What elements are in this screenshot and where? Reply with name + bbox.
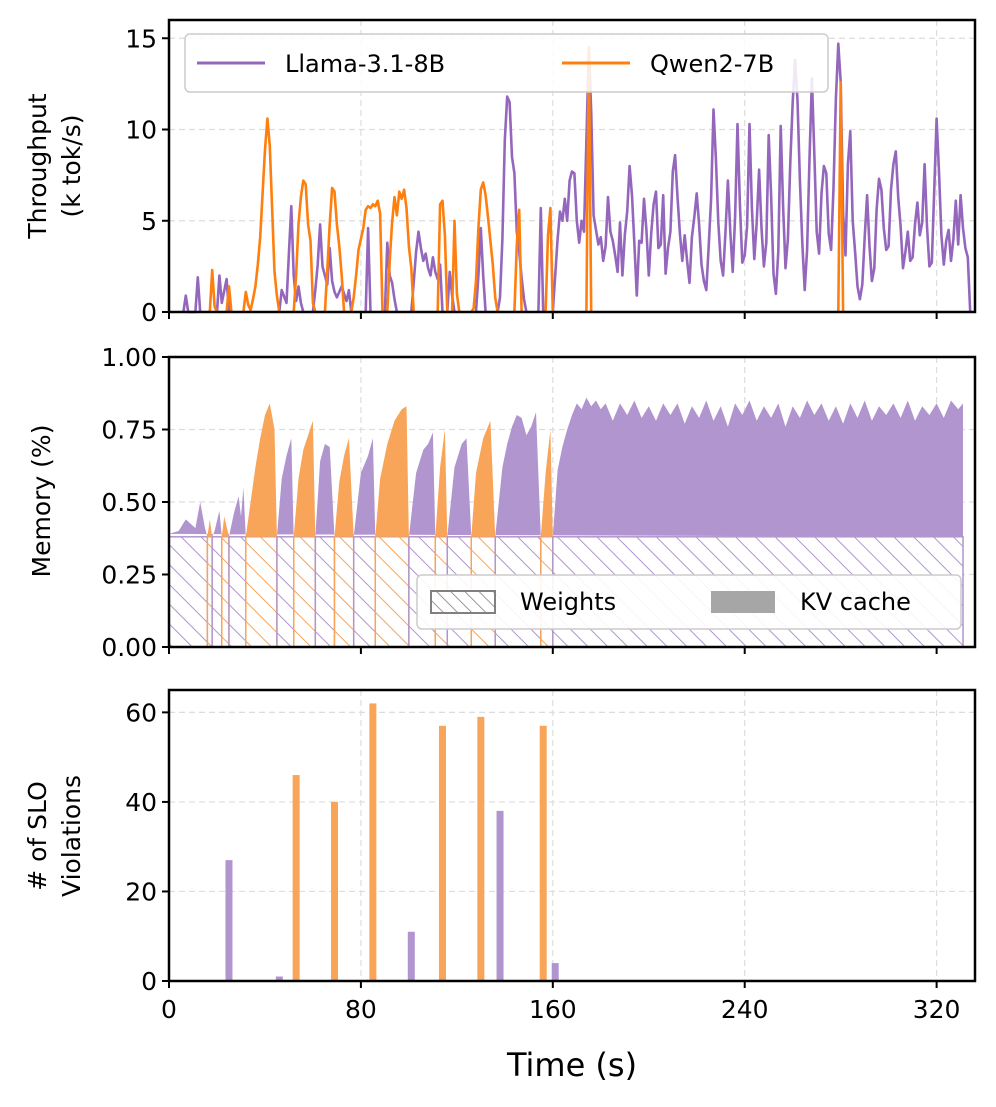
throughput-frame [167, 18, 977, 314]
qwen2-throughput-line [208, 268, 219, 313]
qwen-slo-bar [369, 703, 377, 981]
llama-throughput-line [182, 276, 202, 314]
x-tick-label: 0 [161, 995, 177, 1024]
slo-frame [167, 688, 977, 983]
throughput-ylabel-line2: (k tok/s) [57, 115, 86, 218]
throughput-ytick-label: 10 [125, 116, 157, 145]
llama-slo-bar [275, 976, 283, 981]
slo-panel: 0 20 40 60 0 80 160 240 320 # of SLO Violations [23, 688, 977, 1024]
legend-llama-label: Llama-3.1-8B [285, 50, 445, 78]
throughput-legend: Llama-3.1-8B Qwen2-7B [184, 33, 829, 93]
qwen-weights-block [221, 536, 230, 648]
qwen2-throughput-line [225, 285, 233, 313]
qwen-slo-bar [438, 725, 446, 981]
qwen-slo-bar [292, 775, 300, 981]
x-tick-label: 80 [345, 995, 377, 1024]
slo-grid [169, 690, 975, 982]
qwen2-throughput-line [323, 186, 346, 313]
qwen-weights-block [333, 536, 355, 648]
qwen2-throughput-line [242, 117, 281, 313]
qwen-weights-block [245, 536, 278, 648]
legend-qwen-label: Qwen2-7B [650, 50, 774, 78]
throughput-ytick-label: 0 [141, 298, 157, 327]
memory-axes: 0.00 0.25 0.50 0.75 1.00 [101, 343, 977, 662]
qwen2-throughput-line [837, 80, 845, 313]
qwen2-throughput-line [436, 199, 449, 313]
qwen2-throughput-line [350, 199, 384, 313]
x-tick-label: 240 [721, 995, 769, 1024]
llama-throughput-line [278, 204, 305, 313]
memory-ylabel: Memory (%) [27, 425, 56, 578]
llama-weights-block [168, 536, 209, 648]
qwen2-throughput-line [386, 188, 415, 313]
slo-ytick-label: 20 [125, 877, 157, 906]
x-tick-label: 160 [529, 995, 577, 1024]
qwen-slo-bar [331, 801, 339, 981]
qwen-weights-block [374, 536, 410, 648]
memory-ytick-label: 0.75 [101, 416, 157, 445]
qwen-slo-bar [477, 716, 485, 981]
memory-legend: Weights KV cache [416, 574, 962, 630]
llama-throughput-line [364, 226, 372, 313]
slo-axes: 0 20 40 60 0 80 160 240 320 [125, 688, 977, 1024]
llama-throughput-line [383, 241, 399, 313]
x-axis-label: Time (s) [506, 1046, 637, 1084]
legend-weights-swatch [430, 590, 496, 614]
legend-kvcache-swatch [711, 591, 775, 613]
x-tick-label: 320 [913, 995, 961, 1024]
memory-ytick-label: 0.50 [101, 488, 157, 517]
throughput-ytick-label: 15 [125, 24, 157, 53]
llama-slo-bar [225, 860, 233, 981]
slo-ytick-label: 0 [141, 967, 157, 996]
llama-weights-block [211, 536, 223, 648]
qwen2-throughput-line [450, 219, 461, 313]
llama-slo-bar [496, 810, 504, 981]
memory-ytick-label: 1.00 [101, 343, 157, 372]
memory-ytick-label: 0.00 [101, 633, 157, 662]
slo-bars [225, 703, 559, 981]
throughput-lines [182, 42, 972, 314]
slo-ylabel-line2: Violations [57, 775, 86, 897]
legend-kvcache-label: KV cache [800, 588, 911, 616]
slo-ytick-label: 60 [125, 698, 157, 727]
llama-throughput-line [551, 42, 972, 313]
qwen2-throughput-line [544, 206, 555, 313]
memory-legend-box [416, 574, 962, 630]
llama-throughput-line [474, 226, 487, 313]
qwen-weights-block [292, 536, 317, 648]
llama-weights-block [314, 536, 336, 648]
qwen2-throughput-line [513, 208, 523, 313]
throughput-panel: 0 5 10 15 Throughput (k tok/s) Llama-3.1-8B… [23, 18, 977, 327]
llama-throughput-line [537, 206, 545, 313]
llama-slo-bar [551, 963, 559, 981]
llama-weights-block [352, 536, 377, 648]
throughput-ytick-label: 5 [141, 207, 157, 236]
llama-throughput-line [311, 223, 353, 313]
qwen2-throughput-line [470, 181, 499, 313]
llama-weights-block [276, 536, 295, 648]
slo-ytick-label: 40 [125, 788, 157, 817]
throughput-ylabel-line1: Throughput [23, 93, 52, 239]
qwen-kvcache-area [207, 403, 553, 537]
llama-weights-block [228, 536, 247, 648]
qwen-slo-bar [539, 725, 547, 981]
slo-ylabel-line1: # of SLO [23, 781, 52, 891]
qwen2-throughput-line [292, 179, 317, 313]
llama-slo-bar [407, 931, 415, 981]
legend-weights-label: Weights [520, 588, 616, 616]
throughput-axes: 0 5 10 15 [125, 18, 977, 327]
llama-kvcache-area [169, 397, 963, 537]
memory-ytick-label: 0.25 [101, 561, 157, 590]
memory-panel: 0.00 0.25 0.50 0.75 1.00 Memory (%) Weights … [27, 343, 977, 662]
throughput-legend-box [184, 33, 829, 93]
